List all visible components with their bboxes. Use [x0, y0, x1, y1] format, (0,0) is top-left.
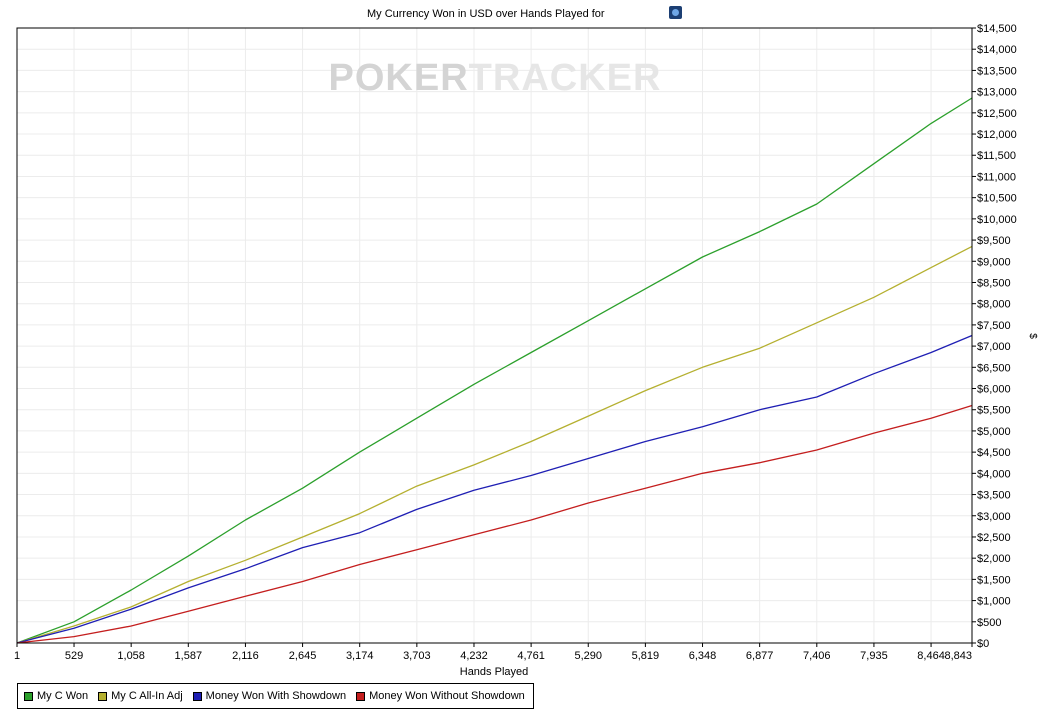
x-axis-label: Hands Played: [460, 666, 529, 678]
y-tick-label: $0: [977, 638, 989, 650]
x-tick-label: 3,703: [403, 650, 431, 662]
x-tick-label: 529: [65, 650, 83, 662]
x-tick-label: 4,232: [460, 650, 488, 662]
y-tick-label: $14,000: [977, 44, 1017, 56]
watermark: POKERTRACKER: [329, 57, 662, 99]
x-tick-label: 8,464: [917, 650, 945, 662]
series-line-3: [16, 404, 973, 644]
series-line-2: [16, 334, 973, 644]
legend-swatch: [356, 691, 366, 701]
y-tick-label: $3,000: [977, 511, 1011, 523]
legend-item: My C All-In Adj: [98, 690, 183, 702]
chart-title: My Currency Won in USD over Hands Played…: [366, 8, 605, 20]
y-tick-label: $6,000: [977, 384, 1011, 396]
legend-label: My C Won: [37, 690, 89, 702]
x-tick-label: 5,290: [574, 650, 602, 662]
y-tick-label: $10,000: [977, 214, 1017, 226]
x-tick-label: 2,645: [289, 650, 317, 662]
plot-area-border: [16, 27, 973, 644]
y-tick-label: $8,500: [977, 277, 1011, 289]
legend-swatch: [192, 691, 202, 701]
y-tick-label: $1,500: [977, 574, 1011, 586]
x-tick-label: 4,761: [517, 650, 545, 662]
legend-label: Money Won Without Showdown: [369, 690, 525, 702]
x-axis-ticks: 1 529 1,058 1,587 2,116 2,645 3,174 3,703 4,232 4…: [14, 643, 973, 662]
x-tick-label: 5,819: [632, 650, 660, 662]
y-tick-label: $5,000: [977, 426, 1011, 438]
y-axis-label: $: [1027, 333, 1038, 339]
y-tick-label: $12,000: [977, 129, 1017, 141]
y-tick-label: $4,500: [977, 447, 1011, 459]
series-line-0: [16, 97, 973, 644]
legend-item: Money Won With Showdown: [192, 690, 347, 702]
y-tick-label: $11,500: [977, 150, 1016, 162]
x-tick-label: 3,174: [346, 650, 374, 662]
x-tick-label: 8,843: [944, 650, 972, 662]
x-tick-label: 1,058: [117, 650, 145, 662]
y-tick-label: $1,000: [977, 596, 1011, 608]
series-lines: [16, 97, 973, 644]
watermark-right: TRACKER: [469, 57, 662, 99]
y-tick-label: $12,500: [977, 108, 1017, 120]
y-tick-label: $10,500: [977, 193, 1017, 205]
y-tick-label: $5,500: [977, 405, 1011, 417]
y-tick-label: $13,500: [977, 65, 1017, 77]
legend-label: Money Won With Showdown: [205, 690, 347, 702]
x-tick-label: 7,935: [860, 650, 888, 662]
chart-title-row: My Currency Won in USD over Hands Played…: [0, 4, 1049, 22]
y-tick-label: $500: [977, 617, 1001, 629]
series-line-1: [16, 245, 973, 644]
x-tick-label: 6,877: [746, 650, 774, 662]
watermark-text: POKERTRACKER: [329, 57, 662, 99]
legend-label: My C All-In Adj: [111, 690, 183, 702]
x-tick-label: 2,116: [232, 650, 259, 662]
y-axis-ticks: $0 $500 $1,000 $1,500 $2,000 $2,500 $3,000 $3,5…: [972, 23, 1017, 650]
legend: My C Won My C All-In Adj Money Won With Sh…: [17, 683, 534, 709]
y-tick-label: $8,000: [977, 299, 1011, 311]
y-tick-label: $2,000: [977, 553, 1011, 565]
x-tick-label: 7,406: [803, 650, 831, 662]
y-tick-label: $9,500: [977, 235, 1011, 247]
x-tick-label: 6,348: [689, 650, 717, 662]
y-tick-label: $11,000: [977, 171, 1016, 183]
y-tick-label: $9,000: [977, 256, 1011, 268]
x-tick-label: 1: [14, 650, 20, 662]
legend-item: Money Won Without Showdown: [356, 690, 525, 702]
legend-swatch: [24, 691, 33, 701]
y-tick-label: $3,500: [977, 490, 1011, 502]
x-tick-label: 1,587: [175, 650, 203, 662]
watermark-left: POKER: [329, 57, 469, 99]
y-tick-label: $13,000: [977, 87, 1017, 99]
y-tick-label: $14,500: [977, 23, 1017, 35]
y-tick-label: $7,500: [977, 320, 1011, 332]
legend-item: My C Won: [24, 690, 88, 702]
y-tick-label: $7,000: [977, 341, 1011, 353]
legend-swatch: [98, 691, 108, 701]
y-tick-label: $6,500: [977, 362, 1011, 374]
y-tick-label: $4,000: [977, 468, 1011, 480]
y-tick-label: $2,500: [977, 532, 1011, 544]
poker-site-icon: [669, 6, 683, 19]
grid: [16, 27, 973, 644]
